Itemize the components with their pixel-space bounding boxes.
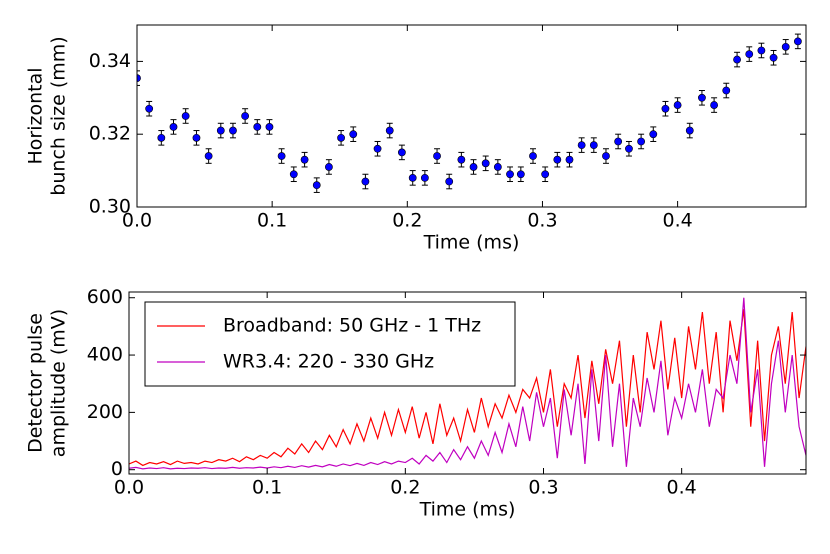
point — [420, 173, 429, 182]
point — [733, 55, 741, 64]
axes-frame — [128, 291, 807, 475]
point — [457, 155, 466, 164]
point — [745, 50, 754, 59]
point — [300, 155, 309, 164]
x-tick-label: 0.4 — [662, 210, 692, 232]
point — [337, 133, 345, 142]
point — [397, 148, 406, 157]
point — [781, 42, 790, 51]
point — [602, 152, 610, 160]
point — [698, 93, 706, 102]
point — [241, 112, 250, 120]
point — [445, 177, 454, 186]
x-tick-label: 0.4 — [667, 477, 697, 499]
x-tick-label: 0.2 — [392, 210, 422, 232]
point — [710, 101, 718, 109]
point — [192, 133, 201, 142]
point — [506, 170, 514, 179]
point — [685, 126, 694, 135]
point — [145, 104, 154, 113]
point — [289, 170, 298, 179]
point — [565, 155, 574, 164]
point — [469, 163, 478, 171]
point — [649, 130, 658, 139]
legend-box — [144, 301, 516, 387]
x-axis-label: Time (ms) — [423, 232, 520, 254]
y-tick-label: 400 — [87, 344, 123, 366]
plot-area — [129, 297, 806, 470]
point — [637, 137, 646, 146]
x-tick-label: 0.1 — [257, 210, 287, 232]
point — [481, 159, 490, 168]
y-axis-label: Detector pulse — [25, 313, 47, 453]
point — [625, 144, 633, 153]
point — [661, 104, 670, 113]
point — [673, 101, 682, 109]
point — [516, 170, 525, 179]
y-tick-label: 0.32 — [89, 123, 131, 145]
y-tick-label: 200 — [87, 401, 123, 423]
point — [361, 177, 370, 186]
point — [722, 86, 731, 95]
y-tick-label: 0.34 — [89, 50, 131, 72]
point — [757, 46, 766, 55]
plot-area — [137, 33, 802, 193]
series-line — [129, 309, 806, 467]
point — [204, 152, 213, 160]
point — [325, 163, 333, 171]
point — [216, 126, 225, 135]
point — [373, 144, 382, 153]
point — [493, 163, 502, 171]
point — [253, 123, 262, 131]
point — [614, 137, 623, 146]
point — [169, 123, 178, 131]
x-tick-label: 0.0 — [122, 210, 152, 232]
x-tick-label: 0.0 — [114, 477, 144, 499]
y-axis-label: Horizontal — [25, 67, 47, 164]
y-axis-label: amplitude (mV) — [48, 309, 70, 457]
legend-label: WR3.4: 220 - 330 GHz — [223, 351, 434, 373]
y-axis-label: bunch size (mm) — [48, 36, 70, 195]
point — [541, 170, 550, 179]
point — [769, 53, 778, 62]
point — [181, 112, 190, 120]
point — [793, 37, 802, 46]
x-axis-label: Time (ms) — [419, 499, 516, 521]
x-tick-label: 0.1 — [252, 477, 282, 499]
point — [385, 126, 394, 135]
x-tick-label: 0.3 — [528, 477, 558, 499]
point — [349, 130, 358, 139]
y-tick-label: 0 — [111, 458, 123, 480]
point — [553, 155, 562, 164]
point — [589, 141, 598, 150]
point — [577, 141, 586, 150]
x-tick-label: 0.3 — [527, 210, 557, 232]
point — [265, 123, 274, 131]
series-line — [129, 297, 806, 470]
axes-frame — [136, 24, 807, 208]
y-tick-label: 600 — [87, 286, 123, 308]
legend-label: Broadband: 50 GHz - 1 THz — [223, 315, 481, 337]
point — [529, 152, 537, 160]
point — [433, 152, 441, 160]
x-tick-label: 0.2 — [390, 477, 420, 499]
y-tick-label: 0.30 — [89, 196, 131, 218]
point — [312, 181, 321, 190]
point — [229, 126, 237, 135]
point — [277, 152, 286, 160]
point — [408, 173, 417, 182]
point — [157, 133, 166, 142]
point — [137, 74, 141, 83]
